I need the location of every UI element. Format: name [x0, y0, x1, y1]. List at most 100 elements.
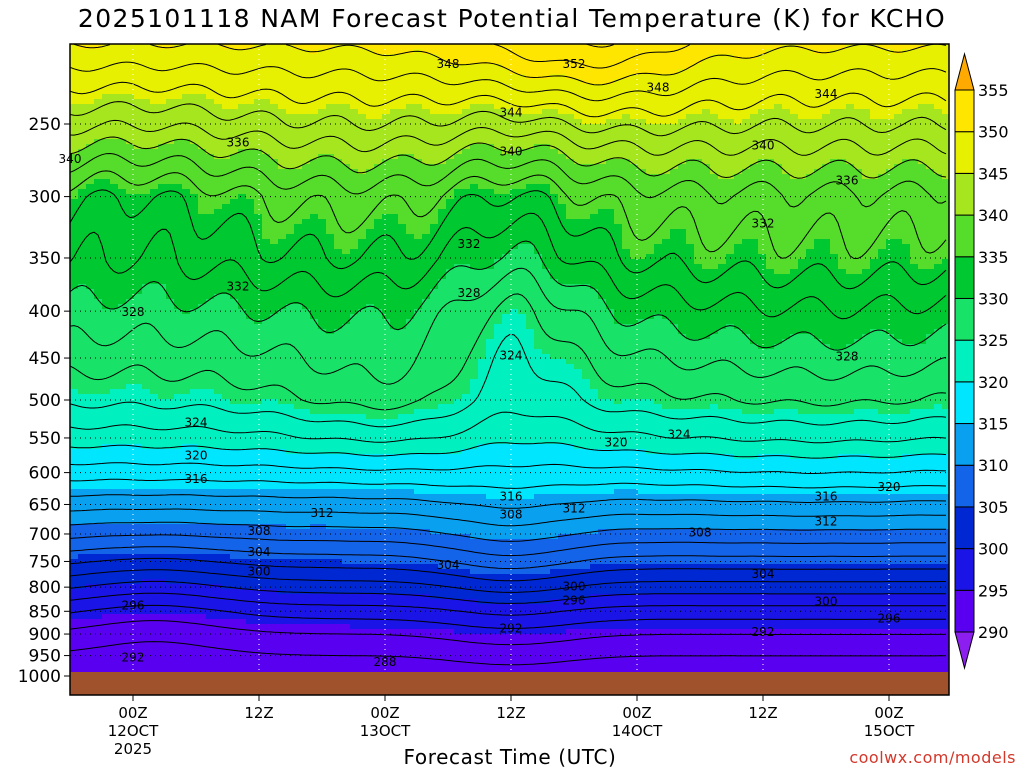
- heatmap-cell: [894, 84, 903, 90]
- heatmap-cell: [902, 54, 911, 60]
- heatmap-cell: [334, 124, 343, 130]
- heatmap-cell: [270, 189, 279, 195]
- heatmap-cell: [750, 109, 759, 115]
- heatmap-cell: [366, 189, 375, 195]
- heatmap-cell: [726, 214, 735, 220]
- heatmap-cell: [774, 129, 783, 135]
- heatmap-cell: [590, 224, 599, 230]
- heatmap-cell: [574, 174, 583, 180]
- heatmap-cell: [854, 74, 863, 80]
- heatmap-cell: [166, 199, 175, 205]
- heatmap-cell: [822, 204, 831, 210]
- heatmap-cell: [366, 129, 375, 135]
- heatmap-cell: [702, 149, 711, 155]
- heatmap-cell: [734, 124, 743, 130]
- heatmap-cell: [254, 74, 263, 80]
- heatmap-cell: [174, 99, 183, 105]
- heatmap-cell: [750, 209, 759, 215]
- heatmap-cell: [702, 219, 711, 225]
- heatmap-cell: [342, 94, 351, 100]
- heatmap-cell: [678, 174, 687, 180]
- heatmap-cell: [662, 129, 671, 135]
- heatmap-cell: [790, 44, 799, 50]
- heatmap-cell: [374, 169, 383, 175]
- heatmap-cell: [806, 169, 815, 175]
- heatmap-cell: [382, 124, 391, 130]
- heatmap-cell: [438, 229, 447, 235]
- heatmap-cell: [678, 234, 687, 240]
- heatmap-cell: [718, 184, 727, 190]
- heatmap-cell: [558, 189, 567, 195]
- heatmap-cell: [694, 204, 703, 210]
- heatmap-cell: [190, 174, 199, 180]
- heatmap-cell: [374, 194, 383, 200]
- heatmap-cell: [406, 219, 415, 225]
- heatmap-cell: [678, 154, 687, 160]
- heatmap-cell: [670, 204, 679, 210]
- heatmap-cell: [614, 109, 623, 115]
- heatmap-cell: [254, 159, 263, 165]
- heatmap-cell: [590, 159, 599, 165]
- heatmap-cell: [702, 194, 711, 200]
- heatmap-cell: [726, 189, 735, 195]
- heatmap-cell: [630, 44, 639, 50]
- heatmap-cell: [782, 179, 791, 185]
- heatmap-cell: [862, 244, 871, 250]
- heatmap-cell: [398, 84, 407, 90]
- heatmap-cell: [710, 174, 719, 180]
- heatmap-cell: [558, 169, 567, 175]
- heatmap-cell: [406, 234, 415, 240]
- heatmap-cell: [342, 89, 351, 95]
- heatmap-cell: [254, 129, 263, 135]
- heatmap-cell: [438, 224, 447, 230]
- heatmap-cell: [382, 209, 391, 215]
- heatmap-cell: [78, 169, 87, 175]
- heatmap-cell: [926, 49, 935, 55]
- heatmap-cell: [390, 104, 399, 110]
- heatmap-cell: [142, 144, 151, 150]
- heatmap-cell: [846, 49, 855, 55]
- heatmap-cell: [494, 104, 503, 110]
- heatmap-cell: [206, 109, 215, 115]
- heatmap-cell: [942, 139, 949, 145]
- heatmap-cell: [70, 244, 79, 250]
- heatmap-cell: [542, 169, 551, 175]
- heatmap-cell: [406, 119, 415, 125]
- heatmap-cell: [574, 79, 583, 85]
- heatmap-cell: [894, 64, 903, 70]
- heatmap-cell: [782, 184, 791, 190]
- heatmap-cell: [942, 99, 949, 105]
- heatmap-cell: [598, 114, 607, 120]
- heatmap-cell: [430, 239, 439, 245]
- heatmap-cell: [462, 49, 471, 55]
- heatmap-cell: [206, 179, 215, 185]
- heatmap-cell: [742, 239, 751, 245]
- heatmap-cell: [174, 119, 183, 125]
- heatmap-cell: [846, 144, 855, 150]
- heatmap-cell: [790, 49, 799, 55]
- heatmap-cell: [870, 214, 879, 220]
- heatmap-cell: [414, 54, 423, 60]
- heatmap-cell: [190, 44, 199, 50]
- heatmap-cell: [902, 149, 911, 155]
- heatmap-cell: [78, 79, 87, 85]
- heatmap-cell: [286, 209, 295, 215]
- heatmap-cell: [462, 89, 471, 95]
- heatmap-cell: [846, 219, 855, 225]
- heatmap-cell: [910, 174, 919, 180]
- heatmap-cell: [734, 84, 743, 90]
- heatmap-cell: [846, 119, 855, 125]
- heatmap-cell: [454, 229, 463, 235]
- heatmap-cell: [942, 144, 949, 150]
- heatmap-cell: [854, 44, 863, 50]
- heatmap-cell: [502, 184, 511, 190]
- heatmap-cell: [198, 59, 207, 65]
- heatmap-cell: [238, 124, 247, 130]
- heatmap-cell: [142, 214, 151, 220]
- heatmap-cell: [878, 224, 887, 230]
- heatmap-cell: [374, 234, 383, 240]
- heatmap-cell: [806, 99, 815, 105]
- heatmap-cell: [470, 74, 479, 80]
- heatmap-cell: [486, 159, 495, 165]
- heatmap-cell: [646, 54, 655, 60]
